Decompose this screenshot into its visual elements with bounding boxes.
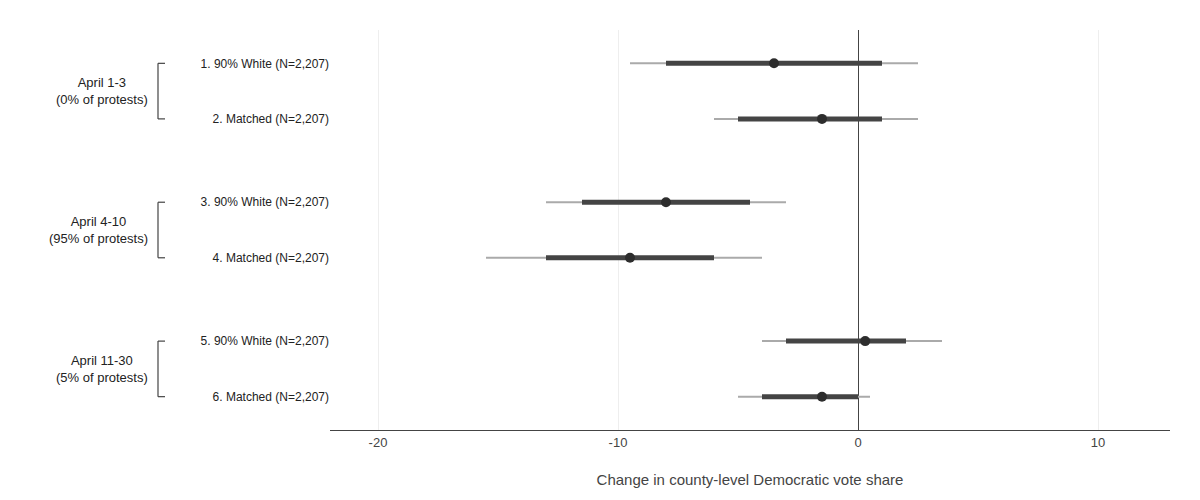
svg-text:2. Matched (N=2,207): 2. Matched (N=2,207) bbox=[213, 112, 329, 126]
svg-text:5. 90% White (N=2,207): 5. 90% White (N=2,207) bbox=[201, 334, 329, 348]
svg-text:4. Matched (N=2,207): 4. Matched (N=2,207) bbox=[213, 251, 329, 265]
svg-text:April 11-30(5% of protests): April 11-30(5% of protests) bbox=[56, 353, 148, 385]
svg-text:10: 10 bbox=[1091, 435, 1105, 450]
svg-text:Change in county-level Democra: Change in county-level Democratic vote s… bbox=[597, 471, 904, 488]
svg-text:1. 90% White (N=2,207): 1. 90% White (N=2,207) bbox=[201, 57, 329, 71]
svg-text:3. 90% White (N=2,207): 3. 90% White (N=2,207) bbox=[201, 195, 329, 209]
svg-text:-20: -20 bbox=[369, 435, 388, 450]
svg-text:0: 0 bbox=[854, 435, 861, 450]
svg-text:April 1-3(0% of protests): April 1-3(0% of protests) bbox=[56, 75, 148, 107]
svg-text:-10: -10 bbox=[609, 435, 628, 450]
svg-text:April 4-10(95% of protests): April 4-10(95% of protests) bbox=[49, 214, 148, 246]
svg-text:6. Matched (N=2,207): 6. Matched (N=2,207) bbox=[213, 390, 329, 404]
